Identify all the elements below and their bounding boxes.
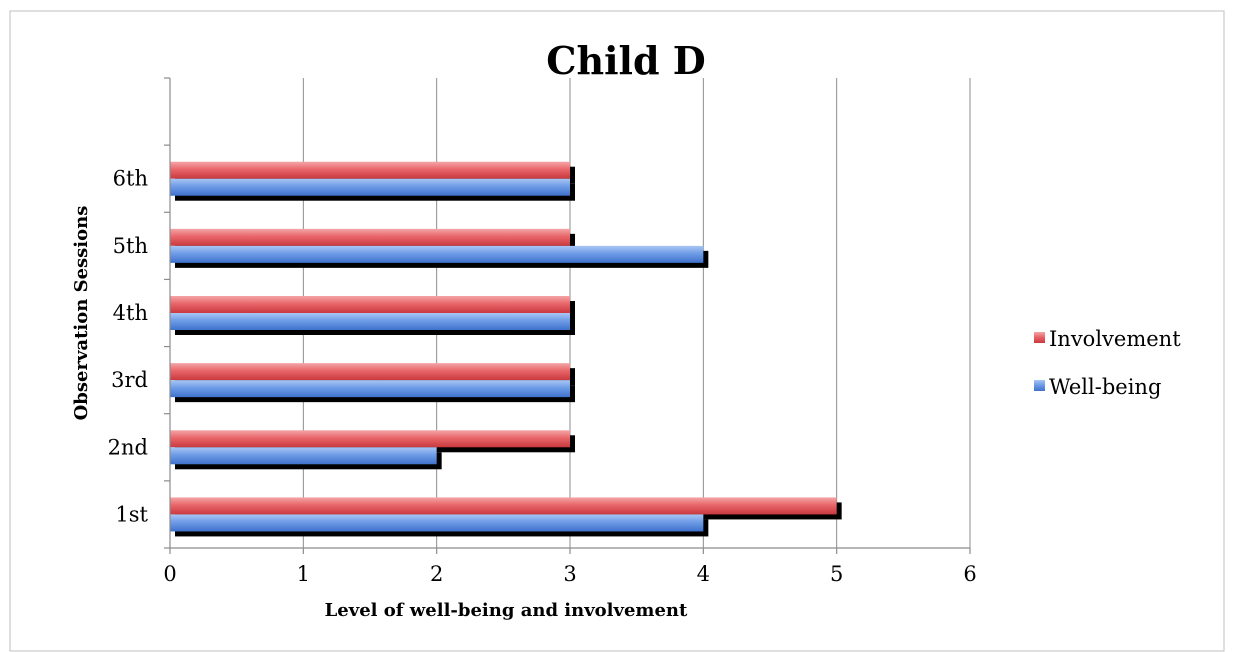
x-tick-label: 1 xyxy=(297,562,310,586)
legend-swatch-involvement xyxy=(1034,332,1045,343)
bars xyxy=(170,161,842,537)
bar-well-being-4th xyxy=(170,313,570,330)
x-tick-label: 5 xyxy=(830,562,843,586)
bar-involvement-6th xyxy=(170,161,570,179)
bar-well-being-5th xyxy=(170,245,704,263)
y-tick-label: 3rd xyxy=(111,368,148,392)
y-tick-label: 2nd xyxy=(108,435,148,459)
bar-well-being-2nd xyxy=(170,447,437,465)
bar-involvement-5th xyxy=(170,228,570,246)
bar-involvement-4th xyxy=(170,296,570,313)
bar-involvement-2nd xyxy=(170,430,570,448)
chart-title: Child D xyxy=(546,38,706,83)
grid-lines xyxy=(302,78,971,548)
y-tick-label: 4th xyxy=(113,301,148,325)
y-axis-title: Observation Sessions xyxy=(71,206,92,421)
x-axis-title: Level of well-being and involvement xyxy=(325,600,688,621)
bar-well-being-3rd xyxy=(170,380,570,398)
bar-involvement-1st xyxy=(170,497,837,515)
x-tick-label: 4 xyxy=(697,562,710,586)
x-tick-label: 2 xyxy=(430,562,443,586)
tick-labels: 0 1 2 3 4 5 6 1st 2nd 3rd 4th 5th 6th xyxy=(108,167,977,586)
x-tick-label: 0 xyxy=(163,562,176,586)
x-tick-label: 3 xyxy=(563,562,576,586)
bar-involvement-3rd xyxy=(170,363,570,381)
y-tick-label: 1st xyxy=(115,502,148,526)
axes xyxy=(164,77,971,554)
legend: Involvement Well-being xyxy=(1034,327,1181,399)
y-tick-label: 5th xyxy=(113,234,148,258)
x-tick-label: 6 xyxy=(963,562,976,586)
legend-swatch-well-being xyxy=(1034,380,1045,391)
bar-well-being-6th xyxy=(170,178,570,196)
y-tick-label: 6th xyxy=(113,167,148,191)
bar-well-being-1st xyxy=(170,514,704,532)
legend-label-well-being: Well-being xyxy=(1049,375,1161,399)
legend-label-involvement: Involvement xyxy=(1049,327,1181,351)
